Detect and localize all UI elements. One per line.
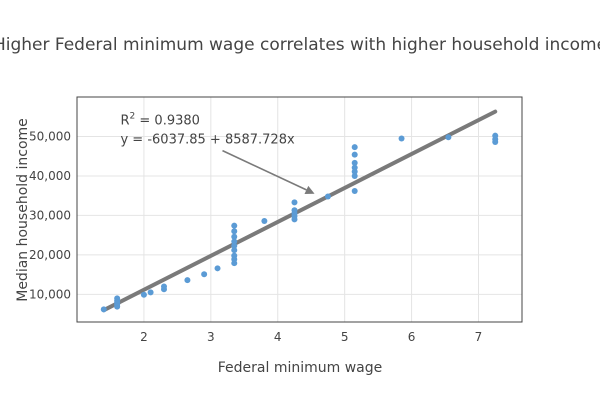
y-tick-label: 10,000: [29, 287, 71, 301]
data-point: [351, 151, 358, 158]
data-point: [351, 144, 358, 151]
data-point: [100, 306, 107, 313]
x-tick-label: 5: [341, 330, 349, 344]
regression-annotation: R2 = 0.9380 y = -6037.85 + 8587.728x: [120, 112, 315, 194]
x-tick-label: 7: [475, 330, 483, 344]
data-point: [351, 172, 358, 179]
r2-label: R: [120, 114, 129, 129]
plot-frame: [76, 96, 523, 323]
y-tick-label: 20,000: [29, 248, 71, 262]
data-point: [214, 265, 221, 272]
trend-line: [101, 109, 498, 313]
data-point: [492, 132, 499, 139]
data-point: [351, 164, 358, 171]
y-tick-label: 40,000: [29, 169, 71, 183]
chart-title: Higher Federal minimum wage correlates w…: [0, 35, 600, 55]
data-point: [445, 134, 452, 141]
data-point: [231, 252, 238, 259]
r2-annotation: R2 = 0.9380: [120, 112, 199, 129]
annotation-arrow: [222, 149, 307, 191]
y-tick-label: 30,000: [29, 208, 71, 222]
x-tick-label: 3: [207, 330, 215, 344]
data-point: [114, 295, 121, 302]
x-tick-label: 6: [408, 330, 416, 344]
data-point: [231, 233, 238, 240]
data-point: [231, 222, 238, 229]
annotation-arrowhead: [304, 185, 315, 194]
x-tick-label: 2: [140, 330, 148, 344]
x-tick-label: 4: [274, 330, 282, 344]
data-point: [201, 271, 208, 278]
data-point: [160, 283, 167, 290]
data-point: [184, 277, 191, 284]
data-point: [351, 187, 358, 194]
data-point: [291, 199, 298, 206]
y-tick-label: 50,000: [29, 129, 71, 143]
y-axis-ticks: 10,000 20,000 30,000 40,000 50,000: [29, 129, 71, 301]
x-axis-label: Federal minimum wage: [218, 360, 383, 376]
data-point: [261, 217, 268, 224]
data-point: [231, 238, 238, 245]
data-point: [398, 135, 405, 142]
r2-value: = 0.9380: [135, 114, 200, 129]
data-point: [231, 242, 238, 249]
data-point: [231, 228, 238, 235]
x-axis-ticks: 2 3 4 5 6 7: [140, 330, 482, 344]
r2-superscript: 2: [130, 112, 136, 122]
y-axis-label: Median household income: [15, 118, 31, 302]
equation-annotation: y = -6037.85 + 8587.728x: [120, 133, 294, 148]
data-points: [100, 132, 499, 313]
data-point: [231, 247, 238, 254]
data-point: [324, 193, 331, 200]
data-point: [147, 289, 154, 296]
data-point: [291, 207, 298, 214]
data-point: [351, 159, 358, 166]
data-point: [140, 291, 147, 298]
